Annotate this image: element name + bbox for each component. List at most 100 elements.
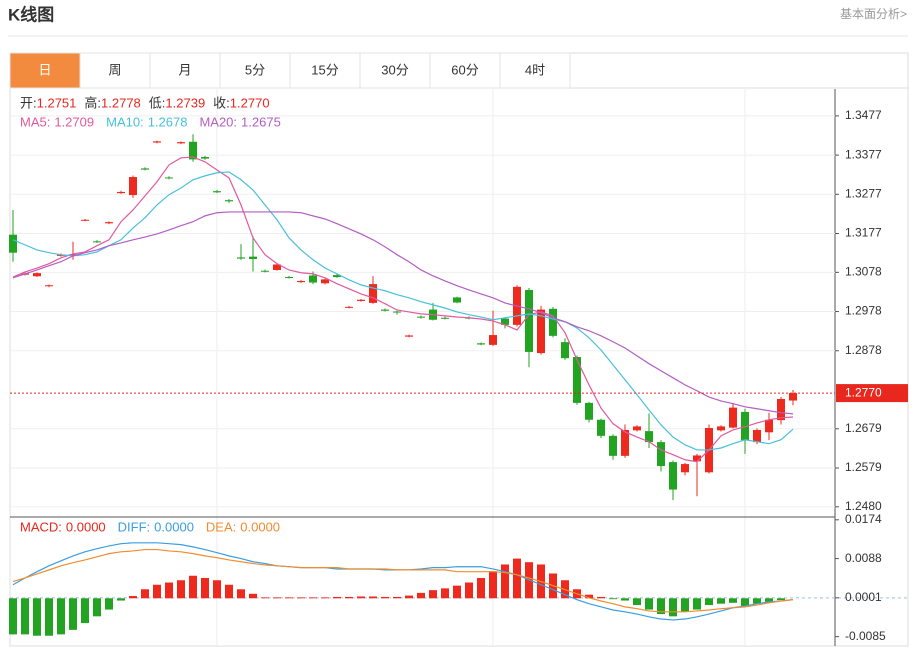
candle-body (45, 285, 53, 287)
candle-body (501, 318, 509, 325)
candle-body (525, 289, 533, 352)
tab-label[interactable]: 周 (108, 62, 121, 77)
macd-bar (45, 598, 53, 636)
candle-body (561, 342, 569, 359)
fundamentals-link[interactable]: 基本面分析> (840, 7, 907, 21)
macd-bar (201, 577, 209, 599)
y-tick-label: 1.2679 (845, 421, 882, 435)
ma-line (12, 171, 794, 451)
y-tick-label: 1.3277 (845, 186, 882, 200)
candle-body (9, 234, 17, 253)
macd-bar (645, 598, 653, 610)
macd-bar (633, 598, 641, 606)
page-title: K线图 (8, 4, 54, 24)
macd-bar (729, 598, 737, 603)
macd-bar (753, 598, 761, 604)
macd-bar (621, 598, 629, 601)
candle-body (453, 297, 461, 303)
macd-bar (669, 598, 677, 617)
tab-label[interactable]: 4时 (525, 62, 545, 77)
macd-bar (189, 575, 197, 599)
macd-bar (693, 598, 701, 610)
macd-bar (765, 598, 773, 602)
macd-bar (297, 597, 305, 599)
y-tick-label: 0.0174 (845, 512, 882, 526)
last-price-label: 1.2770 (845, 385, 882, 399)
tab[interactable] (79, 52, 151, 89)
tab-label[interactable]: 15分 (311, 62, 338, 77)
legend-label: MA20: (199, 114, 237, 129)
tab-label[interactable]: 30分 (381, 62, 408, 77)
candle-body (669, 462, 677, 490)
candle-body (141, 168, 149, 170)
candle-body (753, 429, 761, 443)
candle-body (633, 426, 641, 431)
macd-bar (273, 597, 281, 599)
tab[interactable] (9, 52, 81, 89)
candle-body (285, 277, 293, 279)
legend-label: DEA: (206, 519, 236, 534)
candle-body (165, 177, 173, 179)
y-tick-label: 1.3477 (845, 108, 882, 122)
candle-body (693, 455, 701, 462)
candle-body (741, 411, 749, 441)
tab[interactable] (149, 52, 221, 89)
tab[interactable] (289, 52, 361, 89)
y-tick-label: -0.0085 (845, 629, 886, 643)
macd-bar (513, 558, 521, 599)
macd-bar (405, 595, 413, 599)
tab-label[interactable]: 60分 (451, 62, 478, 77)
candle-body (405, 335, 413, 337)
y-tick-label: 1.2579 (845, 460, 882, 474)
macd-bar (609, 598, 617, 600)
candle-body (81, 219, 89, 221)
candle-body (369, 284, 377, 303)
ohlc-value: 1.2770 (230, 95, 270, 110)
macd-bar (285, 597, 293, 599)
tab-label[interactable]: 5分 (245, 62, 265, 77)
candle-body (645, 431, 653, 443)
candle-body (273, 264, 281, 270)
legend-label: MA10: (106, 114, 144, 129)
macd-bar (69, 598, 77, 630)
candle-body (93, 241, 101, 243)
legend-label: DIFF: (118, 519, 151, 534)
macd-bar (129, 596, 137, 599)
candle-body (417, 316, 425, 318)
legend-value: 0.0000 (154, 519, 194, 534)
macd-bar (657, 598, 665, 615)
candle-body (69, 254, 77, 256)
tab-label[interactable]: 日 (38, 62, 51, 77)
macd-bar (177, 580, 185, 599)
candle-body (489, 335, 497, 345)
macd-bar (369, 596, 377, 599)
macd-bar (597, 596, 605, 599)
macd-bar (141, 589, 149, 599)
macd-bar (465, 582, 473, 599)
y-tick-label: 1.3377 (845, 147, 882, 161)
macd-bar (705, 598, 713, 606)
ma-line (12, 211, 794, 415)
y-tick-label: 1.2978 (845, 304, 882, 318)
chart-frame (9, 52, 909, 647)
candle-body (729, 407, 737, 428)
candle-body (261, 270, 269, 272)
tab[interactable] (359, 52, 431, 89)
candle-body (201, 157, 209, 159)
tab-label[interactable]: 月 (178, 62, 191, 77)
y-tick-label: 0.0001 (845, 590, 882, 604)
candle-body (33, 273, 41, 277)
tab[interactable] (219, 52, 291, 89)
candle-body (129, 177, 137, 196)
legend-value: 1.2675 (241, 114, 281, 129)
candle-body (477, 343, 485, 345)
candle-body (717, 426, 725, 431)
candle-body (789, 393, 797, 401)
tab[interactable] (499, 52, 571, 89)
macd-bar (309, 597, 317, 599)
macd-bar (165, 582, 173, 599)
legend-value: 0.0000 (66, 519, 106, 534)
ohlc-label: 收: (213, 95, 230, 110)
